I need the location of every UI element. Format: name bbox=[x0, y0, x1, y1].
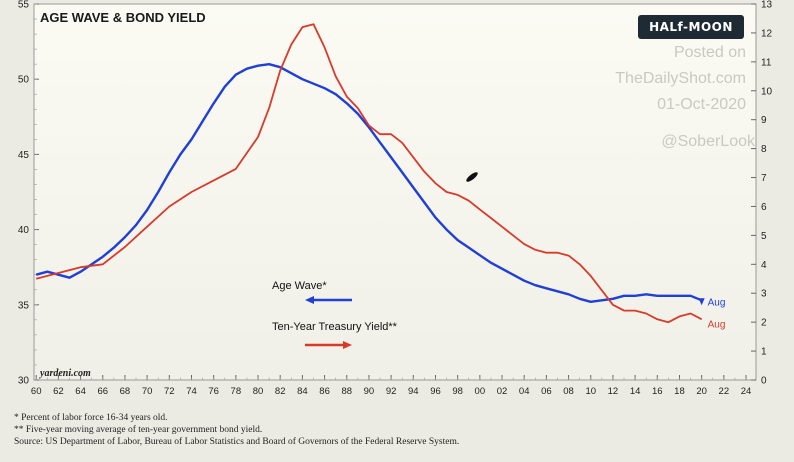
x-tick-label: 02 bbox=[497, 386, 508, 397]
series-line-treasury-yield bbox=[35, 23, 703, 324]
right-tick-label: 9 bbox=[761, 115, 767, 126]
x-tick-label: 98 bbox=[452, 386, 463, 397]
right-tick-label: 13 bbox=[761, 0, 773, 11]
right-tick-label: 6 bbox=[761, 202, 767, 213]
right-tick-label: 1 bbox=[761, 347, 767, 358]
x-tick-label: 80 bbox=[253, 386, 264, 397]
legend-age-wave-arrow bbox=[305, 296, 352, 304]
x-tick-label: 10 bbox=[585, 386, 596, 397]
plot-area bbox=[33, 3, 757, 381]
x-tick-label: 96 bbox=[430, 386, 441, 397]
watermark-line2: TheDailyShot.com bbox=[615, 70, 746, 87]
chart-title: AGE WAVE & BOND YIELD bbox=[40, 10, 206, 25]
right-tick-label: 11 bbox=[761, 57, 772, 68]
end-label-age-wave: Aug bbox=[708, 297, 726, 308]
end-label-treasury-yield: Aug bbox=[708, 319, 726, 330]
right-tick-label: 8 bbox=[761, 144, 767, 155]
x-tick-label: 88 bbox=[341, 386, 352, 397]
left-tick-label: 50 bbox=[18, 75, 30, 86]
footnote-2: ** Five-year moving average of ten-year … bbox=[14, 425, 263, 435]
x-tick-label: 74 bbox=[186, 386, 197, 397]
x-tick-label: 70 bbox=[142, 386, 153, 397]
left-tick-label: 30 bbox=[18, 376, 30, 387]
x-tick-label: 14 bbox=[630, 386, 641, 397]
x-tick-label: 72 bbox=[164, 386, 175, 397]
brand-badge: HALf-MOON bbox=[638, 15, 744, 39]
left-axis: 30 35 40 45 50 55 bbox=[18, 0, 39, 387]
footnote-1: * Percent of labor force 16-34 years old… bbox=[14, 413, 168, 423]
footnote-3: Source: US Department of Labor, Bureau o… bbox=[14, 437, 460, 447]
x-tick-label: 92 bbox=[386, 386, 397, 397]
x-tick-label: 90 bbox=[364, 386, 375, 397]
series-group: Aug Aug bbox=[35, 23, 726, 330]
x-tick-label: 84 bbox=[297, 386, 308, 397]
left-tick-label: 35 bbox=[18, 300, 30, 311]
x-tick-label: 82 bbox=[275, 386, 286, 397]
x-tick-label: 68 bbox=[120, 386, 131, 397]
legend-yield-arrow bbox=[305, 341, 352, 349]
x-tick-label: 20 bbox=[696, 386, 707, 397]
x-tick-label: 94 bbox=[408, 386, 419, 397]
left-tick-label: 55 bbox=[18, 0, 30, 11]
x-tick-label: 78 bbox=[231, 386, 242, 397]
left-tick-label: 40 bbox=[18, 225, 30, 236]
watermark-line3: 01-Oct-2020 bbox=[657, 96, 746, 113]
right-tick-label: 5 bbox=[761, 231, 767, 242]
right-tick-label: 3 bbox=[761, 289, 767, 300]
x-tick-label: 86 bbox=[319, 386, 330, 397]
x-tick-label: 00 bbox=[475, 386, 486, 397]
series-line-age-wave bbox=[35, 63, 703, 303]
right-tick-label: 4 bbox=[761, 260, 767, 271]
x-tick-label: 66 bbox=[97, 386, 108, 397]
legend-yield-label: Ten-Year Treasury Yield** bbox=[272, 321, 398, 333]
age-wave-end-marker bbox=[698, 298, 705, 306]
source-logo: yardeni.com bbox=[39, 368, 91, 379]
x-tick-label: 12 bbox=[608, 386, 619, 397]
x-tick-label: 62 bbox=[53, 386, 64, 397]
x-tick-label: 24 bbox=[741, 386, 752, 397]
x-axis: 60 62 64 66 68 70 72 74 76 78 80 82 84 86 88 90 92 94 96 98… bbox=[31, 375, 751, 397]
right-tick-label: 2 bbox=[761, 318, 767, 329]
x-tick-label: 64 bbox=[75, 386, 86, 397]
x-tick-label: 08 bbox=[563, 386, 574, 397]
legend-age-wave-label: Age Wave* bbox=[272, 280, 327, 292]
x-tick-label: 22 bbox=[719, 386, 730, 397]
x-tick-label: 04 bbox=[519, 386, 530, 397]
x-tick-label: 16 bbox=[652, 386, 663, 397]
left-tick-label: 45 bbox=[18, 150, 30, 161]
right-tick-label: 7 bbox=[761, 173, 767, 184]
right-tick-label: 10 bbox=[761, 86, 773, 97]
x-tick-label: 18 bbox=[674, 386, 685, 397]
right-tick-label: 12 bbox=[761, 28, 773, 39]
pen-mark bbox=[466, 172, 478, 182]
watermark-line4: @SoberLook bbox=[661, 133, 756, 150]
x-tick-label: 76 bbox=[208, 386, 219, 397]
right-tick-label: 0 bbox=[761, 376, 767, 387]
x-tick-label: 60 bbox=[31, 386, 42, 397]
watermark-line1: Posted on bbox=[674, 44, 746, 61]
x-tick-label: 06 bbox=[541, 386, 552, 397]
